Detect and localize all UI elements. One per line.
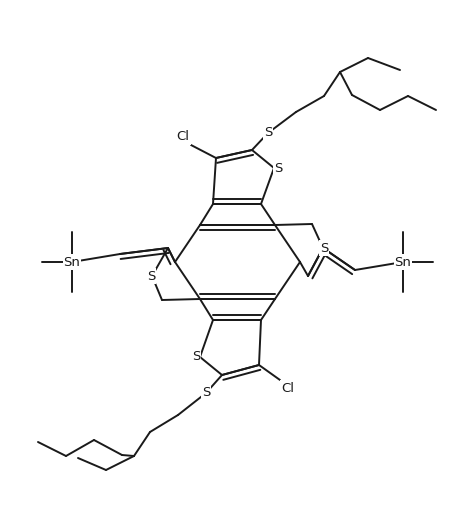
Text: S: S — [147, 269, 155, 282]
Text: Cl: Cl — [282, 382, 294, 394]
Text: S: S — [274, 162, 282, 174]
Text: S: S — [264, 127, 272, 140]
Text: Cl: Cl — [177, 131, 190, 143]
Text: S: S — [320, 242, 328, 255]
Text: Sn: Sn — [64, 256, 80, 268]
Text: S: S — [192, 351, 200, 363]
Text: S: S — [202, 386, 210, 400]
Text: Sn: Sn — [395, 256, 411, 268]
